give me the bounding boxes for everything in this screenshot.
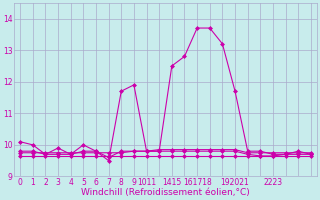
X-axis label: Windchill (Refroidissement éolien,°C): Windchill (Refroidissement éolien,°C) — [81, 188, 250, 197]
